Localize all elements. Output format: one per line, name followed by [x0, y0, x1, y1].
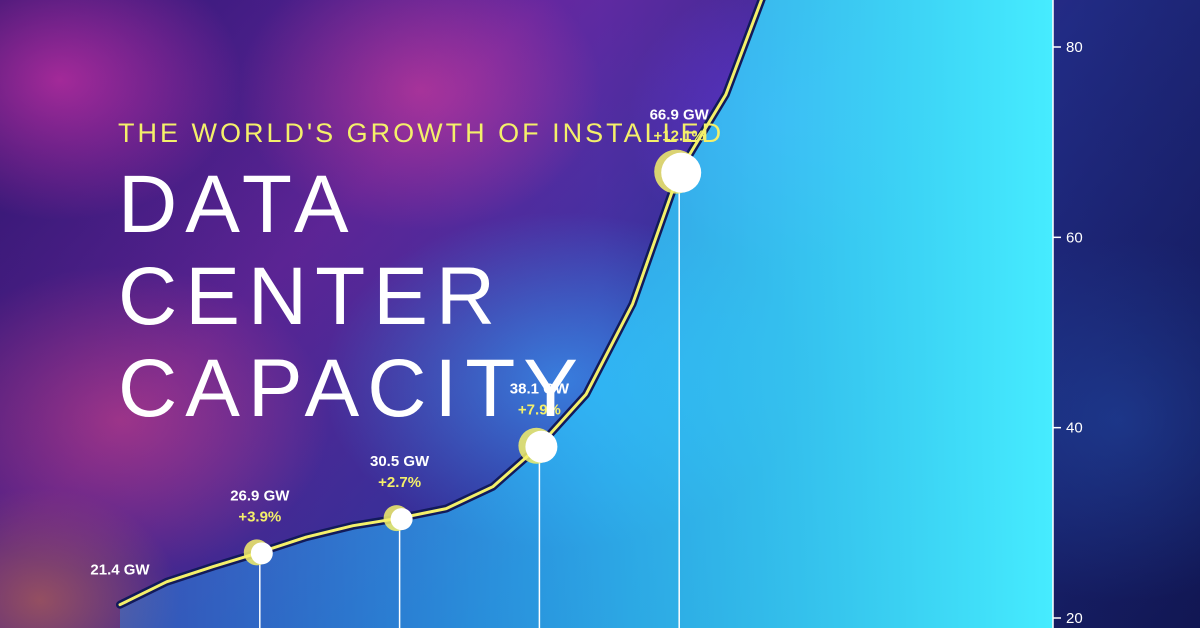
- point-value-label: 26.9 GW: [230, 487, 290, 504]
- point-labels: 21.4 GW 26.9 GW +3.9% 30.5 GW +2.7% 38.1 GW +7…: [90, 107, 709, 579]
- point-value-label: 38.1 GW: [510, 381, 570, 398]
- y-tick-label: 80: [1066, 39, 1083, 56]
- series-line: [118, 0, 764, 607]
- chart-title: DATA CENTER CAPACITY: [118, 159, 586, 434]
- y-tick-label: 60: [1066, 229, 1083, 246]
- point-markers: [243, 149, 702, 566]
- y-axis: 20 40 60 80: [1053, 39, 1083, 627]
- drop-lines: [259, 171, 680, 628]
- point-value-label: 21.4 GW: [90, 562, 150, 579]
- point-value-label: 66.9 GW: [650, 107, 710, 124]
- y-tick-label: 40: [1066, 420, 1083, 437]
- point-value-label: 30.5 GW: [370, 453, 430, 470]
- chart-subtitle: THE WORLD'S GROWTH OF INSTALLED: [118, 118, 725, 148]
- title-block: THE WORLD'S GROWTH OF INSTALLED DATA CEN…: [118, 118, 758, 435]
- point-marker: [250, 542, 273, 565]
- point-change-label: +7.9%: [518, 402, 561, 419]
- area-fill: [120, 0, 1053, 628]
- point-marker: [525, 430, 558, 463]
- point-marker: [390, 508, 413, 531]
- y-tick-label: 20: [1066, 610, 1083, 627]
- point-change-label: +2.7%: [378, 474, 421, 491]
- point-change-label: +3.9%: [238, 508, 281, 525]
- point-change-label: +12.1%: [654, 128, 705, 145]
- point-marker: [661, 152, 702, 193]
